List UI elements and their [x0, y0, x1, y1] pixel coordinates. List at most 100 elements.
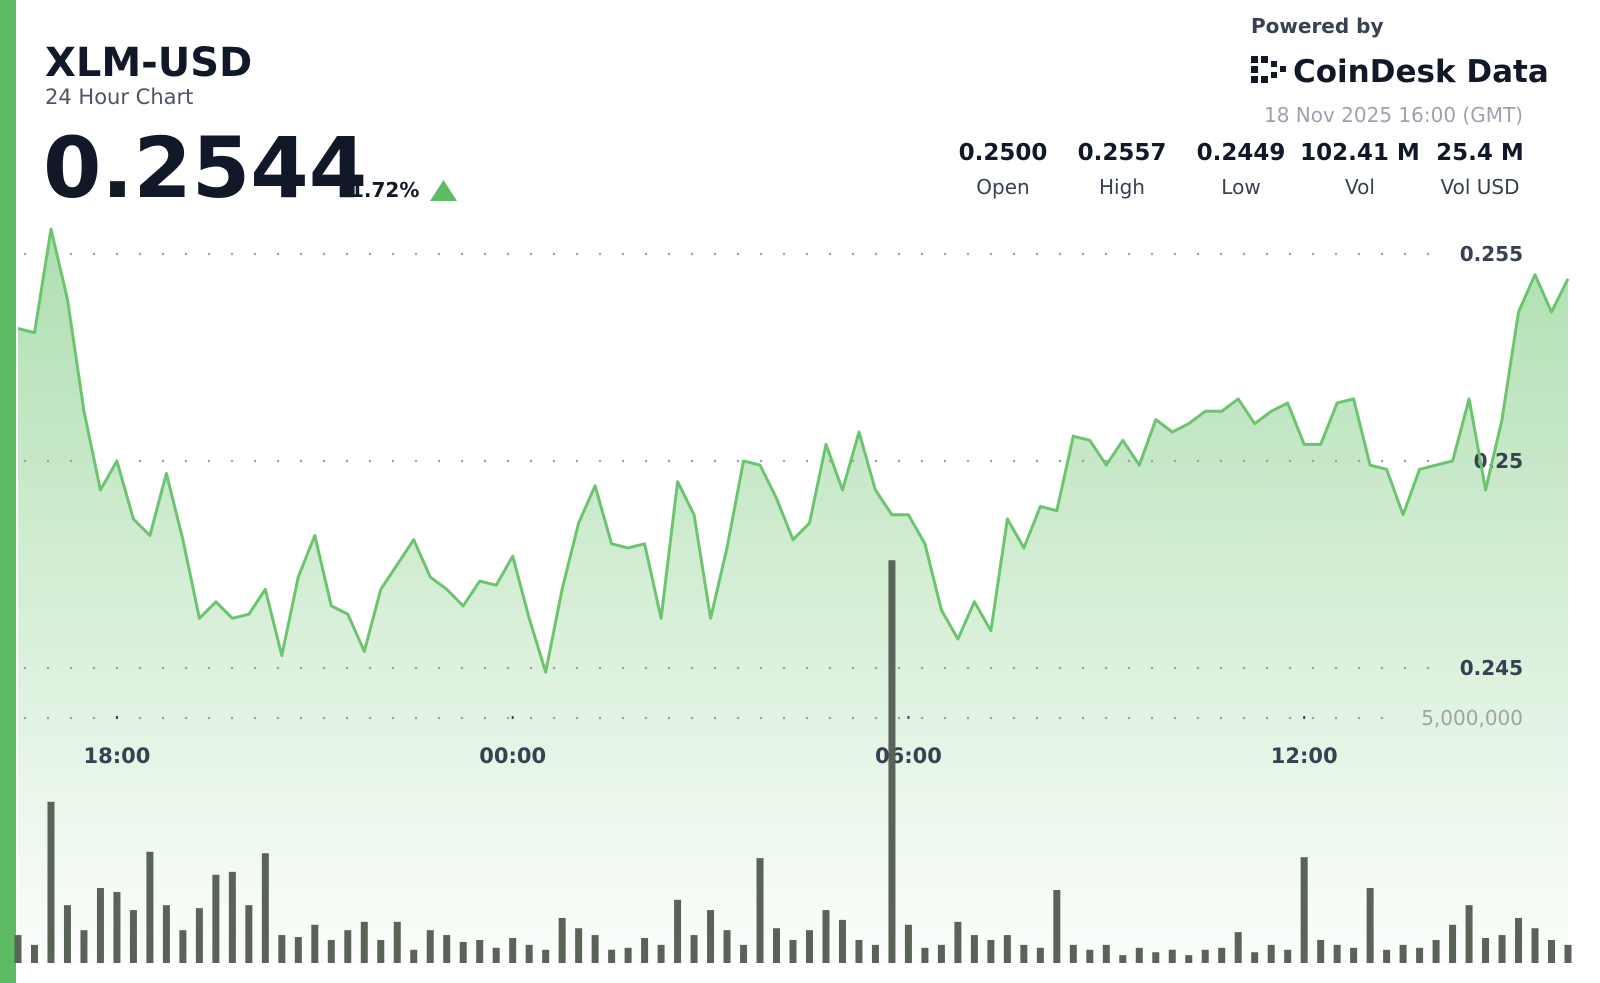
volume-bar	[245, 905, 253, 963]
stat-label: Vol USD	[1440, 175, 1519, 199]
volume-bar	[1564, 944, 1572, 963]
volume-bar	[690, 935, 698, 963]
price-change: 1.72%	[350, 178, 419, 202]
x-tick-label: 12:00	[1271, 744, 1338, 768]
up-arrow	[430, 180, 457, 201]
volume-bar	[410, 949, 418, 963]
volume-tick-label: 5,000,000	[1421, 706, 1523, 730]
volume-bar	[723, 930, 731, 963]
volume-bar	[1003, 935, 1011, 963]
volume-bar	[360, 921, 368, 963]
volume-bar	[888, 560, 896, 963]
volume-bar	[954, 921, 962, 963]
volume-bar	[525, 944, 533, 963]
volume-bar	[14, 935, 22, 963]
y-tick-label: 0.255	[1460, 242, 1523, 266]
volume-bar	[459, 941, 467, 963]
volume-bar	[822, 910, 830, 963]
powered-by: Powered by	[1251, 14, 1384, 38]
volume-bar	[1168, 949, 1176, 963]
volume-bar	[1317, 939, 1325, 963]
volume-bar	[1284, 949, 1292, 963]
accent-stripe	[0, 0, 16, 983]
x-tick-label: 00:00	[479, 744, 546, 768]
volume-bar	[1152, 952, 1160, 963]
volume-bar	[1449, 924, 1457, 963]
volume-bar	[1482, 938, 1490, 963]
volume-bar	[47, 801, 55, 963]
volume-bar	[855, 939, 863, 963]
volume-bar	[426, 930, 434, 963]
volume-bar	[921, 947, 929, 963]
volume-bar	[674, 899, 682, 963]
volume-bar	[393, 921, 401, 963]
volume-bar	[1053, 889, 1061, 963]
volume-bar	[987, 939, 995, 963]
volume-bar	[542, 949, 550, 963]
volume-bar	[591, 935, 599, 963]
stat-value: 0.2449	[1197, 140, 1286, 166]
volume-bar	[1267, 944, 1275, 963]
volume-bar	[1218, 947, 1226, 963]
volume-bar	[1300, 857, 1308, 963]
volume-bar	[1036, 947, 1044, 963]
volume-bar	[1383, 949, 1391, 963]
volume-bar	[509, 938, 517, 963]
volume-bar	[937, 944, 945, 963]
stat-label: High	[1099, 175, 1145, 199]
volume-bar	[575, 928, 583, 963]
volume-bar	[756, 858, 764, 963]
volume-bar	[492, 947, 500, 963]
stat-value: 102.41 M	[1300, 140, 1420, 166]
volume-bar	[558, 917, 566, 963]
stat-label: Vol	[1345, 175, 1375, 199]
volume-bar	[1366, 888, 1374, 963]
volume-bar	[1251, 952, 1259, 963]
volume-bar	[476, 939, 484, 963]
volume-bar	[1399, 944, 1407, 963]
volume-bar	[641, 938, 649, 963]
volume-bar	[773, 928, 781, 963]
volume-bar	[344, 930, 352, 963]
stat-label: Low	[1221, 175, 1260, 199]
x-tick-label: 18:00	[84, 744, 151, 768]
volume-bar	[327, 939, 335, 963]
x-tick-label: 06:00	[875, 744, 942, 768]
price-area	[18, 229, 1568, 963]
volume-bar	[805, 930, 813, 963]
volume-bar	[1333, 944, 1341, 963]
volume-bar	[113, 891, 121, 963]
volume-bar	[228, 871, 236, 963]
volume-bar	[657, 944, 665, 963]
price-line	[17, 227, 1570, 674]
volume-bar	[1069, 944, 1077, 963]
volume-bar	[1465, 905, 1473, 963]
volume-bar	[30, 944, 38, 963]
volume-bar	[740, 944, 748, 963]
volume-bar	[294, 937, 302, 963]
volume-bar	[1416, 947, 1424, 963]
volume-bar	[377, 939, 385, 963]
volume-bar	[608, 949, 616, 963]
stat-value: 25.4 M	[1436, 140, 1524, 166]
volume-bar	[311, 924, 319, 963]
y-tick-label: 0.245	[1460, 656, 1523, 680]
stats: 0.2500 Open 0.2557 High 0.2449 Low 102.41 M Vol…	[959, 140, 1524, 199]
volume-bar	[1135, 947, 1143, 963]
volume-bar	[261, 853, 269, 963]
volume-bar	[162, 905, 170, 963]
volume-bar	[179, 930, 187, 963]
brand-logo	[1251, 56, 1286, 83]
volume-bar	[1119, 955, 1127, 963]
volume-bar	[871, 944, 879, 963]
volume-bar	[624, 947, 632, 963]
volume-bar	[1086, 949, 1094, 963]
volume-bar	[1185, 955, 1193, 963]
volume-bar	[212, 874, 220, 963]
volume-bar	[1350, 947, 1358, 963]
volume-bar	[838, 919, 846, 963]
volume-bar	[195, 908, 203, 963]
volume-bar	[443, 935, 451, 963]
